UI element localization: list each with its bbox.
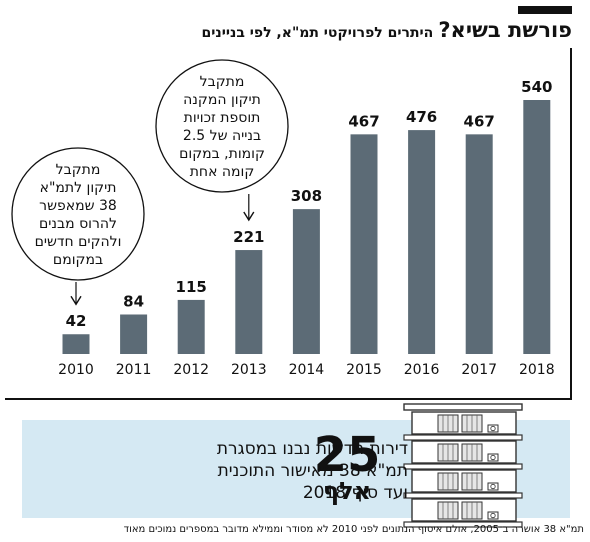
annotation-line: להרוס מבנים [39,216,117,232]
x-tick-label-2016: 2016 [404,362,440,378]
callout-line: דירות חדשות נבנו במסגרת [216,439,408,459]
value-label-2018: 540 [521,78,552,96]
chart-subtitle: היתרים לפרויקטי תמ"א, לפי בניינים [201,25,434,41]
value-label-2017: 467 [464,112,495,130]
bar-2010 [62,334,90,354]
annotation-arrow-head-2013 [243,211,255,222]
bar-chart: 42 2010 84 2011 115 2012 221 2013 308 2014 467 2015… [11,59,555,378]
building-ac-unit [487,424,499,433]
bar-2011 [120,314,148,354]
building-illustration [403,403,523,528]
chart-title: פורשת בשיא? [438,18,572,42]
building-ac-fan [490,425,496,432]
building-roof [403,403,523,411]
callout-big-number: 25 [313,427,381,483]
callout-text: דירות חדשות נבנו במסגרת תמ"א 38 מאישור ה… [178,438,408,504]
building-ac-unit [487,511,499,520]
building-ac-fan [490,512,496,519]
bar-2014 [292,209,320,354]
building-ac-unit [487,453,499,462]
annotation-line: מתקבל [200,74,245,90]
value-label-2010: 42 [66,312,87,330]
building-slab [403,434,523,441]
annotation-line: בנייה של 2.5 [183,128,261,144]
bar-2018 [523,100,551,354]
bar-2013 [235,250,263,354]
annotation-line: קומות, במקום [179,146,265,162]
value-label-2013: 221 [233,228,264,246]
annotation-line: תיקון לתמ"א [40,180,117,196]
annotation-line: תוספת זכויות [184,110,261,126]
annotation-line: במקומם [53,252,103,268]
value-label-2011: 84 [123,292,144,310]
x-tick-label-2017: 2017 [461,362,497,378]
x-tick-label-2013: 2013 [231,362,267,378]
annotation-line: מתקבל [56,162,101,178]
annotation-bubble-2010 [11,147,145,281]
frame-bottom-rule [5,398,572,400]
bar-2016 [408,130,436,354]
annotation-arrow-head-2010 [70,295,82,306]
building-ac-fan [490,454,496,461]
footnote: תמ"א 38 אושרה ב־2005, אולם איסוף הנתונים… [123,524,584,535]
frame-right-rule [570,48,572,400]
value-label-2016: 476 [406,108,437,126]
callout-line: ועד סוף 2018 [302,483,408,503]
x-tick-label-2011: 2011 [116,362,152,378]
bar-2015 [350,134,378,354]
value-label-2015: 467 [348,112,379,130]
x-tick-label-2018: 2018 [519,362,555,378]
chart-title-block: פורשת בשיא? היתרים לפרויקטי תמ"א, לפי בנ… [202,18,572,42]
title-accent-bar [518,6,572,14]
x-tick-label-2015: 2015 [346,362,382,378]
building-slab [403,521,523,528]
x-tick-label-2012: 2012 [173,362,209,378]
value-label-2012: 115 [176,278,207,296]
annotation-line: קומה אחת [190,164,255,180]
callout-unit: אלף [322,477,372,505]
annotation-bubble-2013 [155,59,289,193]
x-tick-label-2014: 2014 [289,362,325,378]
bar-2012 [177,299,205,354]
annotation-line: תיקון המקנה [183,92,261,108]
bar-2017 [465,134,493,354]
annotation-line: ולהקים חדשים [35,234,122,250]
x-tick-label-2010: 2010 [58,362,94,378]
building-ac-unit [487,482,499,491]
building-slab [403,492,523,499]
annotation-line: 38 שמאפשר [39,198,117,214]
value-label-2014: 308 [291,187,322,205]
building-slab [403,463,523,470]
building-ac-fan [490,483,496,490]
callout-line: תמ"א 38 מאישור התוכנית [217,461,408,481]
